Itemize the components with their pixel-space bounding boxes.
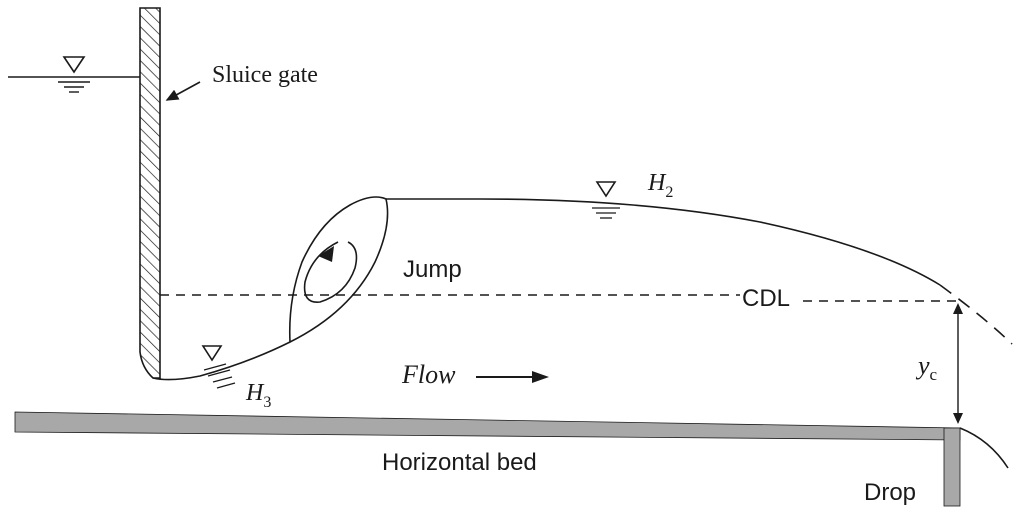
sluice-gate-pointer bbox=[165, 81, 201, 101]
sluice-gate-label: Sluice gate bbox=[212, 62, 318, 88]
flow-label: Flow bbox=[401, 360, 456, 389]
horizontal-bed bbox=[14, 411, 961, 441]
critical-depth-line bbox=[160, 294, 958, 302]
jump-label: Jump bbox=[403, 256, 462, 283]
h3-label: H3 bbox=[245, 380, 271, 411]
yc-label: yc bbox=[915, 351, 938, 384]
horizontal-bed-label: Horizontal bed bbox=[382, 449, 537, 476]
drop-label: Drop bbox=[864, 479, 916, 506]
drop-wall bbox=[943, 427, 961, 507]
jump-roller-icon bbox=[303, 241, 358, 303]
upstream-water-marker-icon bbox=[58, 56, 90, 93]
hydraulic-jump bbox=[288, 196, 389, 344]
h3-water-marker-icon bbox=[201, 345, 236, 389]
h3-profile-curve bbox=[152, 341, 291, 381]
h2-water-marker-icon bbox=[592, 181, 620, 219]
sluice-gate bbox=[139, 7, 161, 379]
cdl-label: CDL bbox=[742, 285, 790, 312]
h2-label: H2 bbox=[647, 170, 673, 201]
drop-nappe-curve bbox=[959, 427, 1009, 469]
critical-depth-dimension bbox=[953, 303, 963, 424]
h2-profile-curve bbox=[386, 198, 1013, 345]
flow-arrow-icon bbox=[476, 371, 549, 383]
